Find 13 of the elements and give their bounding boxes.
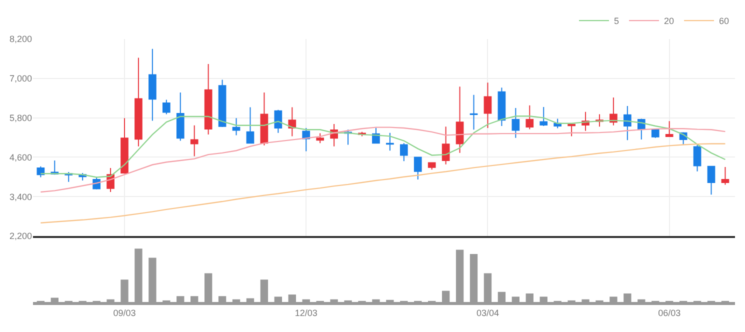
legend-label: 20 bbox=[664, 16, 674, 26]
legend-label: 60 bbox=[719, 16, 730, 26]
x-tick-label: 03/04 bbox=[476, 308, 499, 318]
x-tick-label: 06/03 bbox=[658, 308, 681, 318]
y-tick-label: 4,600 bbox=[9, 152, 32, 162]
legend-label: 5 bbox=[614, 16, 620, 26]
y-tick-label: 3,400 bbox=[9, 192, 32, 202]
x-tick-label: 12/03 bbox=[294, 308, 318, 318]
y-tick-label: 8,200 bbox=[9, 34, 32, 44]
x-tick-label: 09/03 bbox=[113, 308, 136, 318]
y-tick-label: 2,200 bbox=[9, 231, 32, 242]
y-tick-label: 7,000 bbox=[9, 74, 32, 84]
y-tick-label: 5,800 bbox=[9, 112, 32, 123]
